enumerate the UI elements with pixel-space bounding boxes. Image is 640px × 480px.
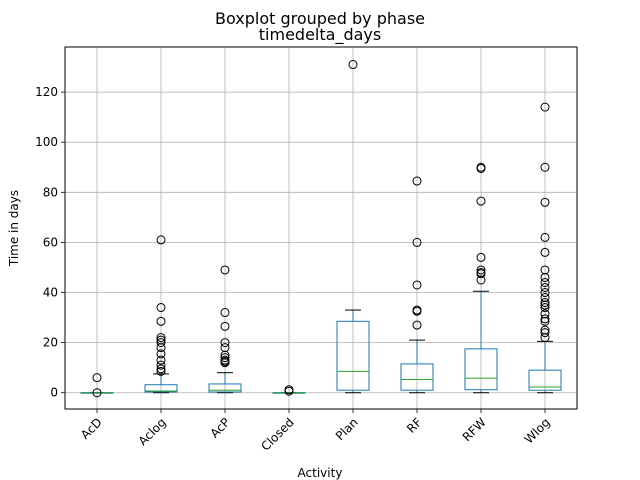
outlier-point <box>540 328 550 338</box>
x-tick-label: Closed <box>258 415 296 453</box>
box-rf <box>400 176 434 394</box>
outlier-point <box>476 252 486 262</box>
x-tick-label: Aclog <box>136 415 169 448</box>
outlier-point <box>156 333 166 343</box>
outlier-point <box>412 176 422 186</box>
outlier-point <box>156 355 166 365</box>
outlier-point <box>540 197 550 207</box>
x-tick-label: Wlog <box>522 415 553 446</box>
x-axis-label: Activity <box>298 466 343 480</box>
chart-title: Boxplot grouped by phase <box>215 9 425 28</box>
outlier-point <box>156 364 166 374</box>
box-iqr <box>528 369 562 391</box>
outlier-point <box>540 288 550 298</box>
outlier-point <box>156 343 166 353</box>
outlier-point <box>412 320 422 330</box>
outlier-point <box>92 373 102 383</box>
outlier-point <box>476 269 486 279</box>
outlier-point <box>540 333 550 343</box>
box-wlog <box>528 102 562 394</box>
x-tick-label: RFW <box>460 415 489 444</box>
box-iqr <box>336 320 370 391</box>
outlier-point <box>220 338 230 348</box>
outlier-point <box>540 316 550 326</box>
outlier-point <box>476 196 486 206</box>
outlier-point <box>476 265 486 275</box>
y-tick-label: 120 <box>35 85 58 99</box>
outlier-point <box>540 314 550 324</box>
outlier-point <box>156 316 166 326</box>
chart-subtitle: timedelta_days <box>259 25 381 45</box>
outlier-point <box>156 349 166 359</box>
x-tick-label: RF <box>404 415 425 436</box>
box-closed <box>272 385 306 396</box>
box-series <box>80 60 562 398</box>
grid-lines <box>65 47 577 409</box>
box-acd <box>80 373 114 398</box>
box-aclog <box>144 235 178 394</box>
x-tick-label: Plan <box>333 415 361 443</box>
outlier-point <box>92 388 102 398</box>
x-tick-label: AcP <box>207 415 232 440</box>
outlier-point <box>156 366 166 376</box>
outlier-point <box>220 321 230 331</box>
box-iqr <box>144 384 178 393</box>
outlier-point <box>540 247 550 257</box>
outlier-point <box>156 235 166 245</box>
outlier-point <box>476 164 486 174</box>
x-tick-label: AcD <box>78 415 105 442</box>
box-rfw <box>464 162 498 394</box>
plot-frame <box>64 46 578 410</box>
outlier-point <box>220 358 230 368</box>
outlier-point <box>540 282 550 292</box>
outlier-point <box>540 232 550 242</box>
outlier-point <box>540 162 550 172</box>
outlier-point <box>156 303 166 313</box>
outlier-point <box>220 353 230 363</box>
outlier-point <box>156 360 166 370</box>
outlier-point <box>412 306 422 316</box>
outlier-point <box>540 303 550 313</box>
outlier-point <box>540 298 550 308</box>
outlier-point <box>540 277 550 287</box>
outlier-point <box>348 60 358 70</box>
y-tick-label: 80 <box>43 185 58 199</box>
y-tick-label: 100 <box>35 135 58 149</box>
y-tick-label: 20 <box>43 336 58 350</box>
outlier-point <box>540 300 550 310</box>
y-axis-label: Time in days <box>7 190 21 267</box>
outlier-point <box>412 280 422 290</box>
box-iqr <box>208 383 242 393</box>
y-axis: 0 20 40 60 80 100 120 <box>35 85 65 400</box>
outlier-point <box>540 102 550 112</box>
y-tick-label: 0 <box>50 386 58 400</box>
outlier-point <box>412 237 422 247</box>
outlier-point <box>220 265 230 275</box>
box-acp <box>208 265 242 394</box>
x-axis: AcD Aclog AcP Closed Plan RF RFW Wlog <box>78 409 553 454</box>
outlier-point <box>220 308 230 318</box>
y-tick-label: 60 <box>43 235 58 249</box>
box-iqr <box>400 363 434 391</box>
outlier-point <box>476 275 486 285</box>
outlier-point <box>156 338 166 348</box>
box-plan <box>336 60 370 394</box>
outlier-point <box>540 272 550 282</box>
box-iqr <box>464 348 498 391</box>
y-tick-label: 40 <box>43 286 58 300</box>
outlier-point <box>284 386 294 396</box>
